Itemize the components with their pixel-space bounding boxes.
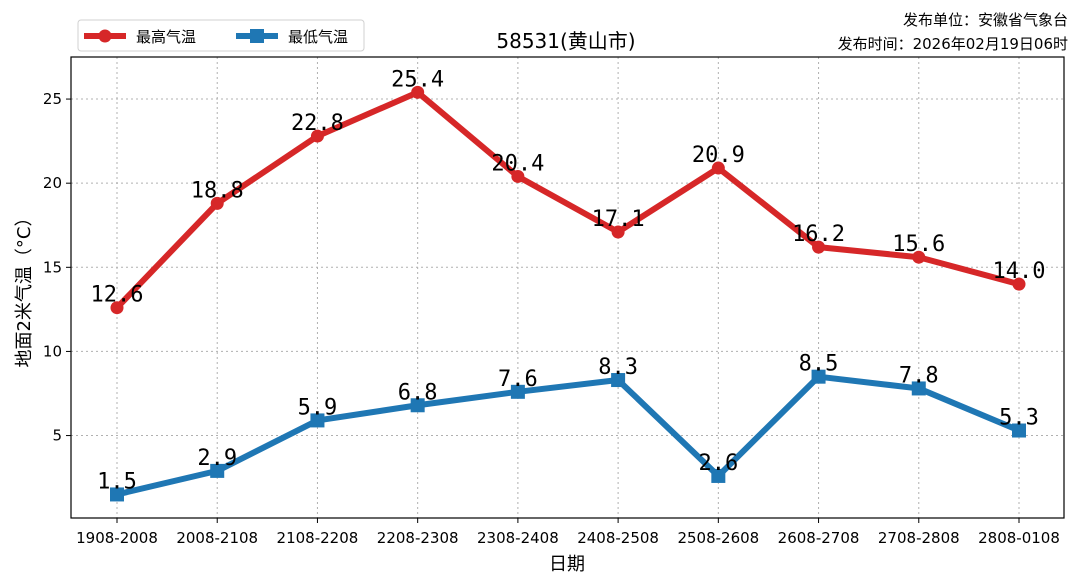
data-label: 6.8 (398, 380, 438, 405)
data-label: 8.3 (598, 355, 638, 380)
data-label: 17.1 (592, 207, 645, 232)
y-tick-label: 20 (43, 174, 62, 192)
data-label: 2.6 (698, 451, 738, 476)
y-axis-label: 地面2米气温（°C） (14, 208, 35, 367)
data-point-marker (911, 381, 926, 396)
y-tick-label: 5 (52, 427, 62, 445)
x-tick-label: 2108-2208 (277, 529, 359, 547)
x-tick-label: 2008-2108 (176, 529, 258, 547)
data-label: 16.2 (792, 222, 845, 247)
data-point-marker (711, 468, 726, 483)
data-point-marker (1012, 277, 1026, 291)
series-group (110, 85, 1026, 502)
x-tick-label: 2708-2808 (878, 529, 960, 547)
legend-box (77, 19, 365, 52)
x-tick-label: 2808-0108 (978, 529, 1060, 547)
x-tick-label: 2508-2608 (677, 529, 759, 547)
series-line-max (114, 89, 1022, 311)
data-label: 7.6 (498, 367, 538, 392)
data-label: 22.8 (291, 111, 344, 136)
data-label: 14.0 (993, 259, 1046, 284)
data-label: 20.4 (491, 151, 544, 176)
y-tick-label: 15 (43, 258, 62, 276)
data-point-marker (611, 373, 626, 388)
data-labels: 12.6 18.8 22.8 25.4 20.4 17.1 20.9 16.2 15.6 14.0… (91, 67, 1046, 494)
data-point-marker (811, 369, 826, 384)
plot-frame (70, 56, 1065, 519)
data-label: 15.6 (892, 232, 945, 257)
data-label: 25.4 (391, 67, 444, 92)
data-point-marker (511, 169, 525, 183)
data-label: 5.9 (298, 395, 338, 420)
legend-marker (98, 29, 112, 43)
x-tick-label: 2308-2408 (477, 529, 559, 547)
data-label: 2.9 (197, 446, 237, 471)
data-point-marker (411, 85, 425, 99)
y-tick-label: 10 (43, 342, 62, 360)
series-line-min (114, 373, 1022, 498)
data-label: 7.8 (899, 363, 939, 388)
data-label: 8.5 (799, 352, 839, 377)
data-point-marker (812, 240, 826, 254)
data-point-marker (310, 129, 324, 143)
legend-label: 最高气温 (136, 28, 196, 46)
data-label: 1.5 (97, 469, 137, 494)
data-point-marker (110, 487, 124, 502)
data-point-marker (510, 384, 525, 399)
data-point-marker (611, 225, 625, 239)
legend: 最高气温 最低气温 (77, 19, 365, 52)
x-tick-label: 2408-2508 (577, 529, 659, 547)
publish-time: 发布时间：2026年02月19日06时 (837, 35, 1068, 53)
data-point-marker (1012, 423, 1026, 438)
data-point-marker (912, 250, 926, 264)
data-label: 18.8 (191, 178, 244, 203)
x-tick-label: 2608-2708 (778, 529, 860, 547)
axes: 5 10 15 20 25 1908-2008 2008-2108 2108-2208 2208… (43, 56, 1065, 547)
data-label: 12.6 (91, 283, 144, 308)
x-axis-label: 日期 (549, 554, 585, 575)
data-point-marker (110, 301, 124, 315)
x-tick-label: 2208-2308 (377, 529, 459, 547)
legend-marker (250, 29, 264, 43)
data-label: 5.3 (999, 406, 1039, 431)
data-point-marker (711, 161, 725, 175)
data-point-marker (310, 413, 325, 428)
data-point-marker (410, 398, 425, 413)
legend-label: 最低气温 (288, 28, 348, 46)
chart-title: 58531(黄山市) (496, 29, 635, 53)
data-label: 20.9 (692, 143, 745, 168)
x-tick-label: 1908-2008 (76, 529, 158, 547)
data-point-marker (210, 196, 224, 210)
data-point-marker (210, 463, 225, 478)
publisher-unit: 发布单位：安徽省气象台 (902, 11, 1068, 29)
y-tick-label: 25 (43, 90, 62, 108)
